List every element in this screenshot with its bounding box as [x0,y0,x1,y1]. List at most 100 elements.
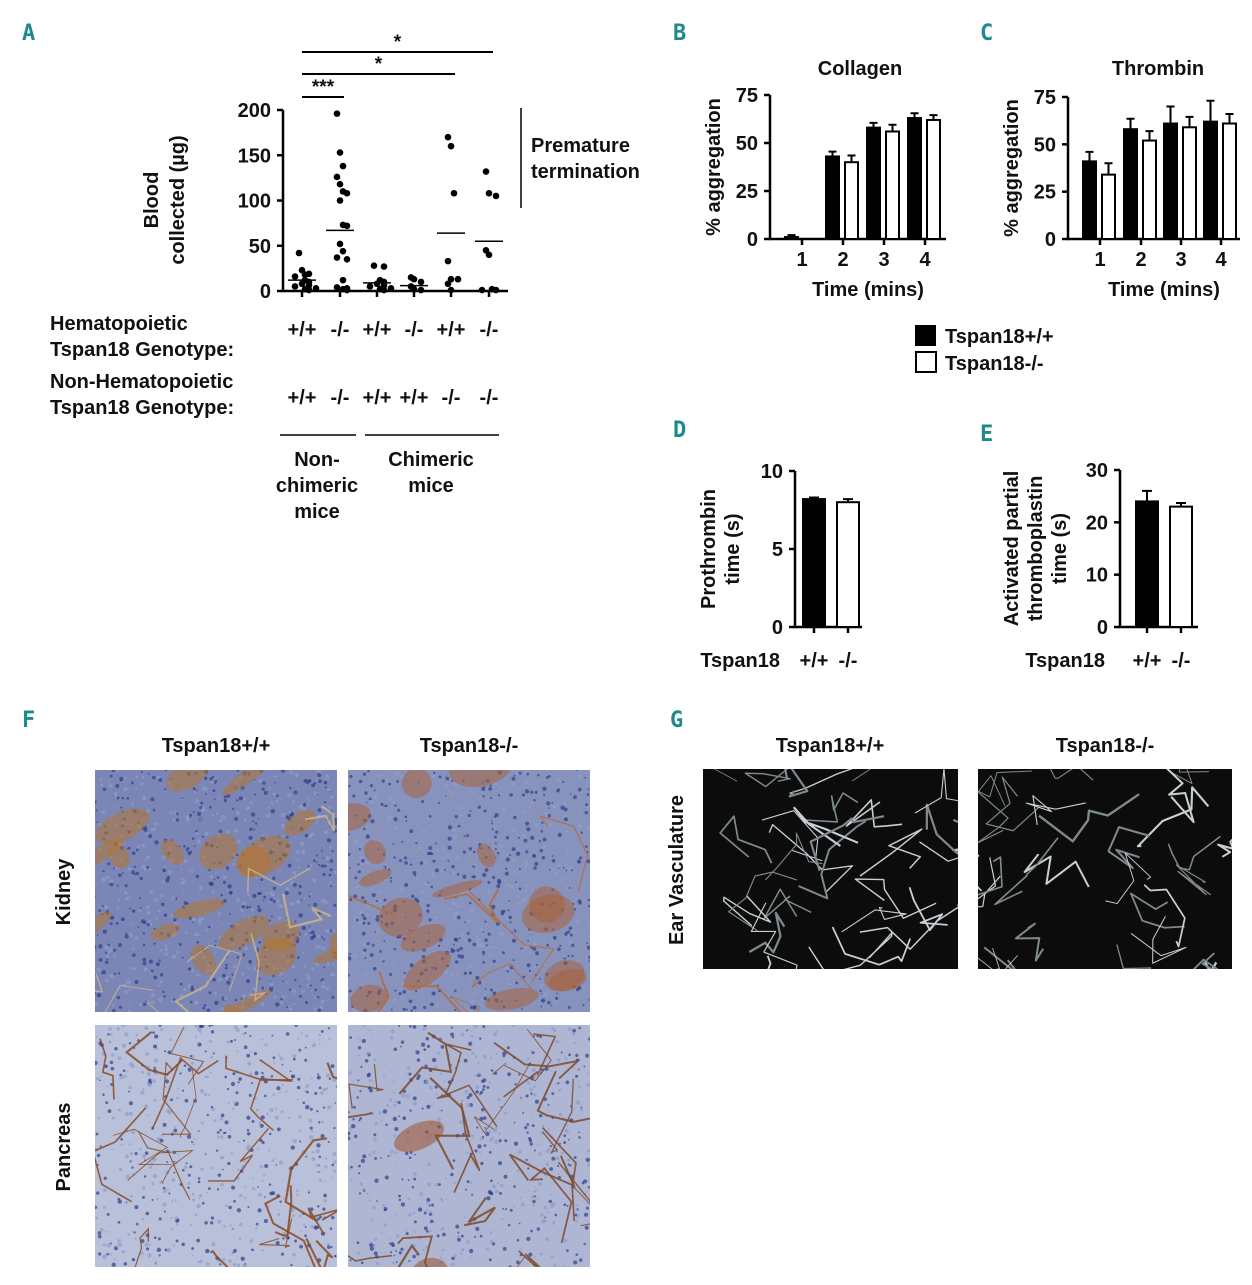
cell-nucleus [332,1078,337,1082]
cell-nucleus [375,1260,377,1263]
cell-nucleus [489,1231,493,1234]
cell-nucleus [99,1145,102,1148]
cell-nucleus [520,1202,525,1207]
cell-nucleus [323,1180,326,1183]
cell-nucleus [437,1183,441,1187]
cell-nucleus [295,857,298,860]
cell-nucleus [438,778,441,781]
cell-nucleus [158,959,161,962]
cell-nucleus [304,932,308,936]
cell-nucleus [515,851,521,856]
cell-nucleus [494,866,497,869]
cell-nucleus [358,1164,361,1168]
cell-nucleus [382,1073,386,1077]
cell-nucleus [160,1134,164,1137]
cell-nucleus [460,1247,465,1252]
hematopoietic-genotype: +/+ [437,319,466,341]
cell-nucleus [277,1212,281,1216]
cell-nucleus [418,883,421,886]
cell-nucleus [318,1178,323,1182]
vessel [1217,838,1232,858]
vessel [207,1127,270,1182]
cell-nucleus [542,1218,547,1223]
cell-nucleus [488,1138,493,1142]
cell-nucleus [320,864,325,868]
cell-nucleus [111,1262,116,1267]
cell-nucleus [453,1254,457,1258]
cell-nucleus [203,786,208,791]
cell-nucleus [468,1093,473,1097]
image-background [95,1025,337,1267]
error-bar [929,114,938,120]
cell-nucleus [293,1139,297,1144]
panel-e-chart: Activated partial thromboplastin time (s)0… [1001,460,1198,672]
cell-nucleus [412,1101,418,1106]
cell-nucleus [471,827,474,830]
f-col2-header: Tspan18-/- [420,735,519,757]
cell-nucleus [482,872,487,878]
cell-nucleus [557,1173,560,1176]
cell-nucleus [250,1050,253,1053]
a-data-point [339,247,347,255]
cell-nucleus [513,1141,519,1146]
cell-nucleus [319,770,322,772]
cell-nucleus [124,934,129,939]
cell-nucleus [311,967,314,971]
x-axis-label: Tspan18 [700,650,780,672]
bar-ko [836,501,860,629]
cell-nucleus [120,1137,123,1141]
cell-nucleus [497,848,501,852]
cell-nucleus [172,818,176,822]
cell-nucleus [166,1161,169,1163]
cell-nucleus [353,1105,356,1109]
cell-nucleus [135,1033,139,1037]
cell-nucleus [263,1196,266,1198]
cell-nucleus [257,1208,262,1213]
cell-nucleus [185,1162,188,1165]
cell-nucleus [459,813,463,817]
cell-nucleus [403,971,406,975]
error-bar [1085,150,1094,162]
cell-nucleus [275,1107,278,1111]
cell-nucleus [135,848,139,852]
cell-nucleus [331,929,336,933]
cell-nucleus [153,1066,156,1070]
cell-nucleus [359,1090,362,1093]
cell-nucleus [197,1177,201,1180]
cell-nucleus [234,1039,237,1041]
cell-nucleus [246,1115,251,1120]
cell-nucleus [323,966,326,969]
cell-nucleus [136,845,140,849]
cell-nucleus [350,1165,353,1169]
cell-nucleus [237,1081,240,1084]
cell-nucleus [552,804,557,809]
cell-nucleus [117,1108,121,1112]
cell-nucleus [327,883,330,886]
cell-nucleus [211,1166,214,1170]
cell-nucleus [558,1230,561,1233]
cell-nucleus [147,772,150,775]
cell-nucleus [188,849,191,852]
vessel [274,1185,293,1238]
cell-nucleus [374,1178,379,1183]
cell-nucleus [390,805,394,809]
cell-nucleus [314,988,318,992]
cell-nucleus [205,793,207,796]
cell-nucleus [401,840,404,843]
vessel [471,963,533,991]
cell-nucleus [358,779,363,784]
cell-nucleus [310,989,313,992]
cell-nucleus [266,1112,269,1116]
cell-nucleus [102,929,108,934]
cell-nucleus [369,953,374,957]
cell-nucleus [412,1005,417,1010]
cell-nucleus [405,1151,409,1156]
cell-nucleus [531,1068,536,1072]
cell-nucleus [243,1045,248,1050]
cell-nucleus [430,852,434,856]
cell-nucleus [164,1079,170,1084]
row1-label-2: Tspan18 Genotype: [50,339,234,361]
cell-nucleus [384,1175,389,1180]
cell-nucleus [195,831,199,835]
vessel [104,984,155,1012]
